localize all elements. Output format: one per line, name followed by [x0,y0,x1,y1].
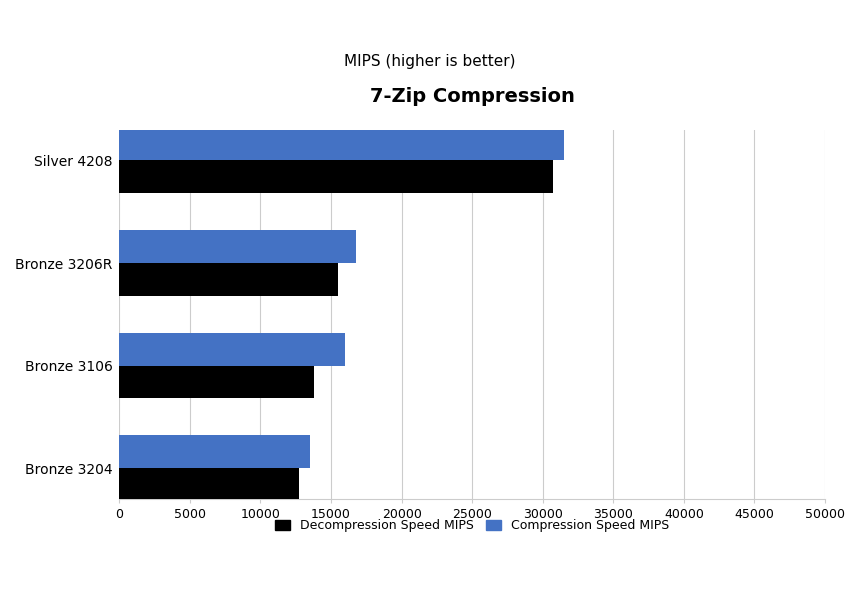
Bar [120,571,296,599]
Bar [120,263,338,296]
Bar [120,538,294,571]
Text: MIPS (higher is better): MIPS (higher is better) [344,54,516,69]
Bar [120,25,726,58]
Bar [120,365,314,398]
Bar [120,128,564,161]
Bar [120,435,310,468]
Legend: Decompression Speed MIPS, Compression Speed MIPS: Decompression Speed MIPS, Compression Sp… [270,514,674,537]
Title: 7-Zip Compression: 7-Zip Compression [370,87,574,106]
Bar [120,58,747,90]
Bar [120,333,345,365]
Bar [120,161,553,193]
Bar [120,230,356,263]
Bar [120,468,298,501]
